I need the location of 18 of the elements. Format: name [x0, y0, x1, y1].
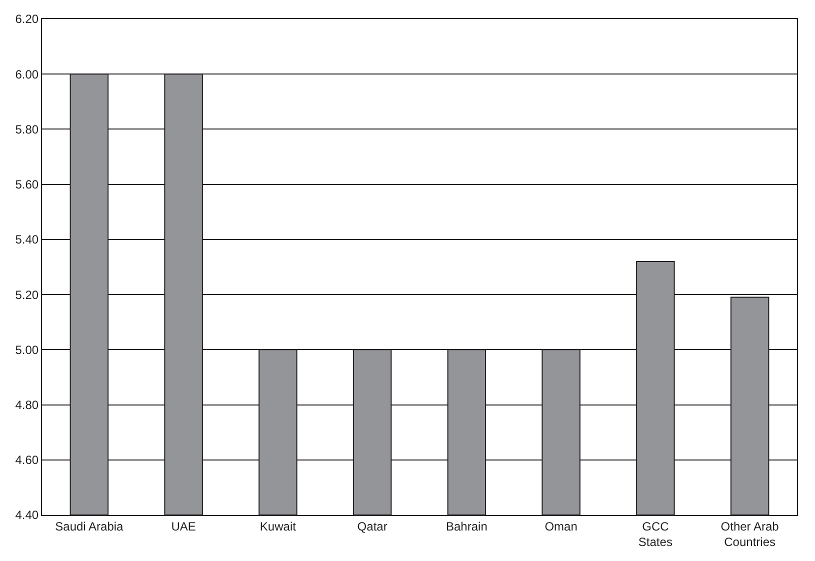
- x-tick-label: Oman: [544, 519, 578, 534]
- x-tick-label: UAE: [171, 519, 196, 534]
- x-tick-label: Qatar: [357, 519, 388, 534]
- x-tick-label: GCC States: [638, 519, 672, 549]
- y-tick-label: 6.00: [15, 67, 39, 82]
- x-tick-label: Bahrain: [446, 519, 488, 534]
- y-tick-label: 5.20: [15, 288, 39, 302]
- y-tick-label: 4.80: [15, 398, 39, 412]
- y-tick-label: 5.80: [15, 122, 39, 136]
- y-tick-label: 4.40: [15, 508, 39, 522]
- x-tick-label: Saudi Arabia: [55, 519, 124, 534]
- y-tick-label: 6.20: [15, 12, 39, 26]
- y-tick-label: 5.00: [15, 342, 39, 357]
- x-tick-label: Kuwait: [260, 519, 297, 534]
- y-tick-label: 5.60: [15, 178, 39, 192]
- y-tick-label: 5.40: [15, 232, 39, 247]
- x-tick-label: Other Arab Countries: [720, 519, 780, 549]
- y-tick-label: 4.60: [15, 453, 39, 468]
